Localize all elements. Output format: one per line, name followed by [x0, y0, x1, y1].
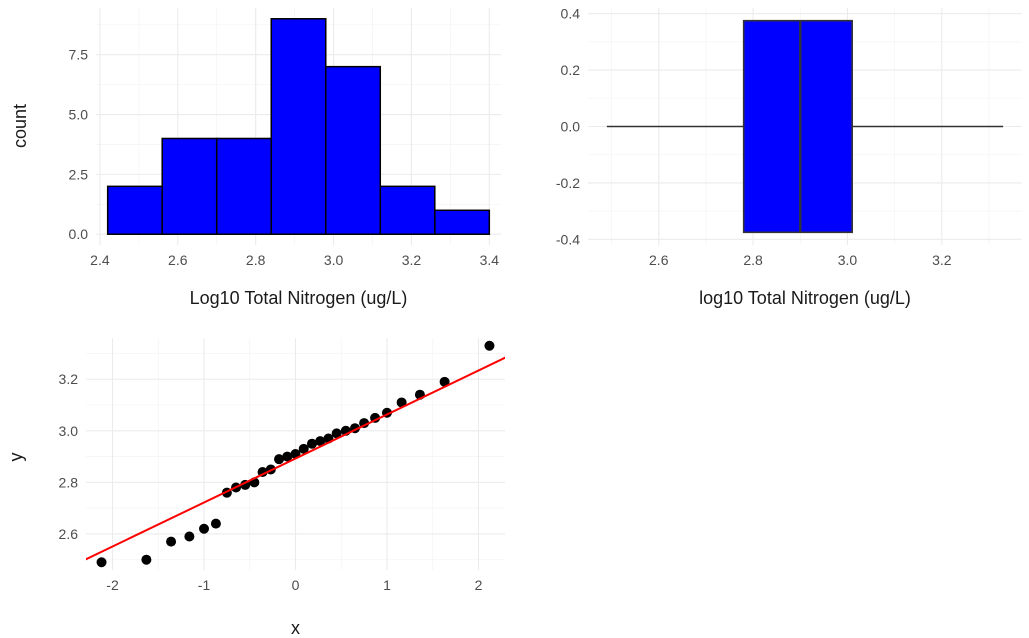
qq-point — [199, 523, 210, 534]
qq-point — [439, 376, 450, 387]
qq-point — [396, 397, 407, 408]
y-tick-label: 0.0 — [69, 226, 89, 242]
x-tick-label: 3.2 — [932, 252, 952, 268]
x-axis-title: x — [291, 618, 300, 638]
qq-point — [315, 436, 326, 447]
y-tick-label: 0.0 — [561, 119, 581, 135]
x-axis-title: Log10 Total Nitrogen (ug/L) — [190, 288, 408, 308]
qq-point — [141, 554, 152, 565]
x-tick-label: 3.0 — [324, 252, 344, 268]
x-tick-label: 2.4 — [90, 252, 110, 268]
qq-point — [359, 418, 370, 429]
x-tick-label: 1 — [383, 577, 391, 593]
y-tick-label: 2.5 — [69, 166, 89, 182]
x-tick-label: 3.0 — [838, 252, 858, 268]
histogram-bar — [106, 185, 163, 235]
histogram-panel: 2.4 2.6 2.8 3.0 3.2 3.4 0.0 2.5 5.0 7.5 Log10 Tota… — [10, 8, 501, 308]
y-tick-label: 0.2 — [561, 62, 581, 78]
qq-point — [184, 531, 195, 542]
y-axis-title: count — [10, 104, 30, 148]
qq-point — [274, 454, 285, 465]
qq-point — [96, 557, 107, 568]
qq-point — [298, 443, 309, 454]
y-tick-label: 2.8 — [59, 474, 79, 490]
y-tick-label: -0.4 — [556, 231, 580, 247]
qq-point — [484, 340, 495, 351]
x-tick-label: 3.2 — [402, 252, 422, 268]
x-axis-title: log10 Total Nitrogen (ug/L) — [699, 288, 911, 308]
qq-point — [210, 518, 221, 529]
histogram-bar — [270, 18, 327, 235]
qq-point — [331, 428, 342, 439]
histogram-bar — [434, 209, 491, 235]
x-tick-label: 2.6 — [649, 252, 669, 268]
boxplot-panel: 2.6 2.8 3.0 3.2 -0.4 -0.2 0.0 0.2 0.4 log10 Total… — [556, 6, 1022, 308]
y-tick-label: 3.0 — [59, 423, 79, 439]
x-tick-label: 2.6 — [168, 252, 188, 268]
x-tick-label: 0 — [292, 577, 300, 593]
x-tick-label: 3.4 — [480, 252, 500, 268]
histogram-bar — [379, 185, 436, 235]
y-tick-label: 7.5 — [69, 47, 89, 63]
histogram-bar — [325, 65, 382, 235]
qq-point — [166, 536, 177, 547]
y-tick-label: 3.2 — [59, 371, 79, 387]
x-tick-label: 2.8 — [743, 252, 763, 268]
qq-plot-panel: -2 -1 0 1 2 2.6 2.8 3.0 3.2 x y — [6, 338, 505, 638]
histogram-bar — [215, 137, 272, 235]
y-tick-label: 2.6 — [59, 526, 79, 542]
y-tick-label: 5.0 — [69, 107, 89, 123]
x-tick-label: 2.8 — [246, 252, 266, 268]
qq-point — [306, 438, 317, 449]
x-tick-label: -2 — [106, 577, 119, 593]
qq-point — [282, 451, 293, 462]
x-tick-label: 2 — [475, 577, 483, 593]
y-tick-label: -0.2 — [556, 175, 580, 191]
histogram-bar — [161, 137, 218, 235]
x-tick-label: -1 — [198, 577, 211, 593]
qq-reference-line — [86, 356, 505, 561]
boxplot-box — [742, 19, 853, 234]
y-tick-label: 0.4 — [561, 6, 581, 22]
y-axis-title: y — [6, 453, 26, 462]
